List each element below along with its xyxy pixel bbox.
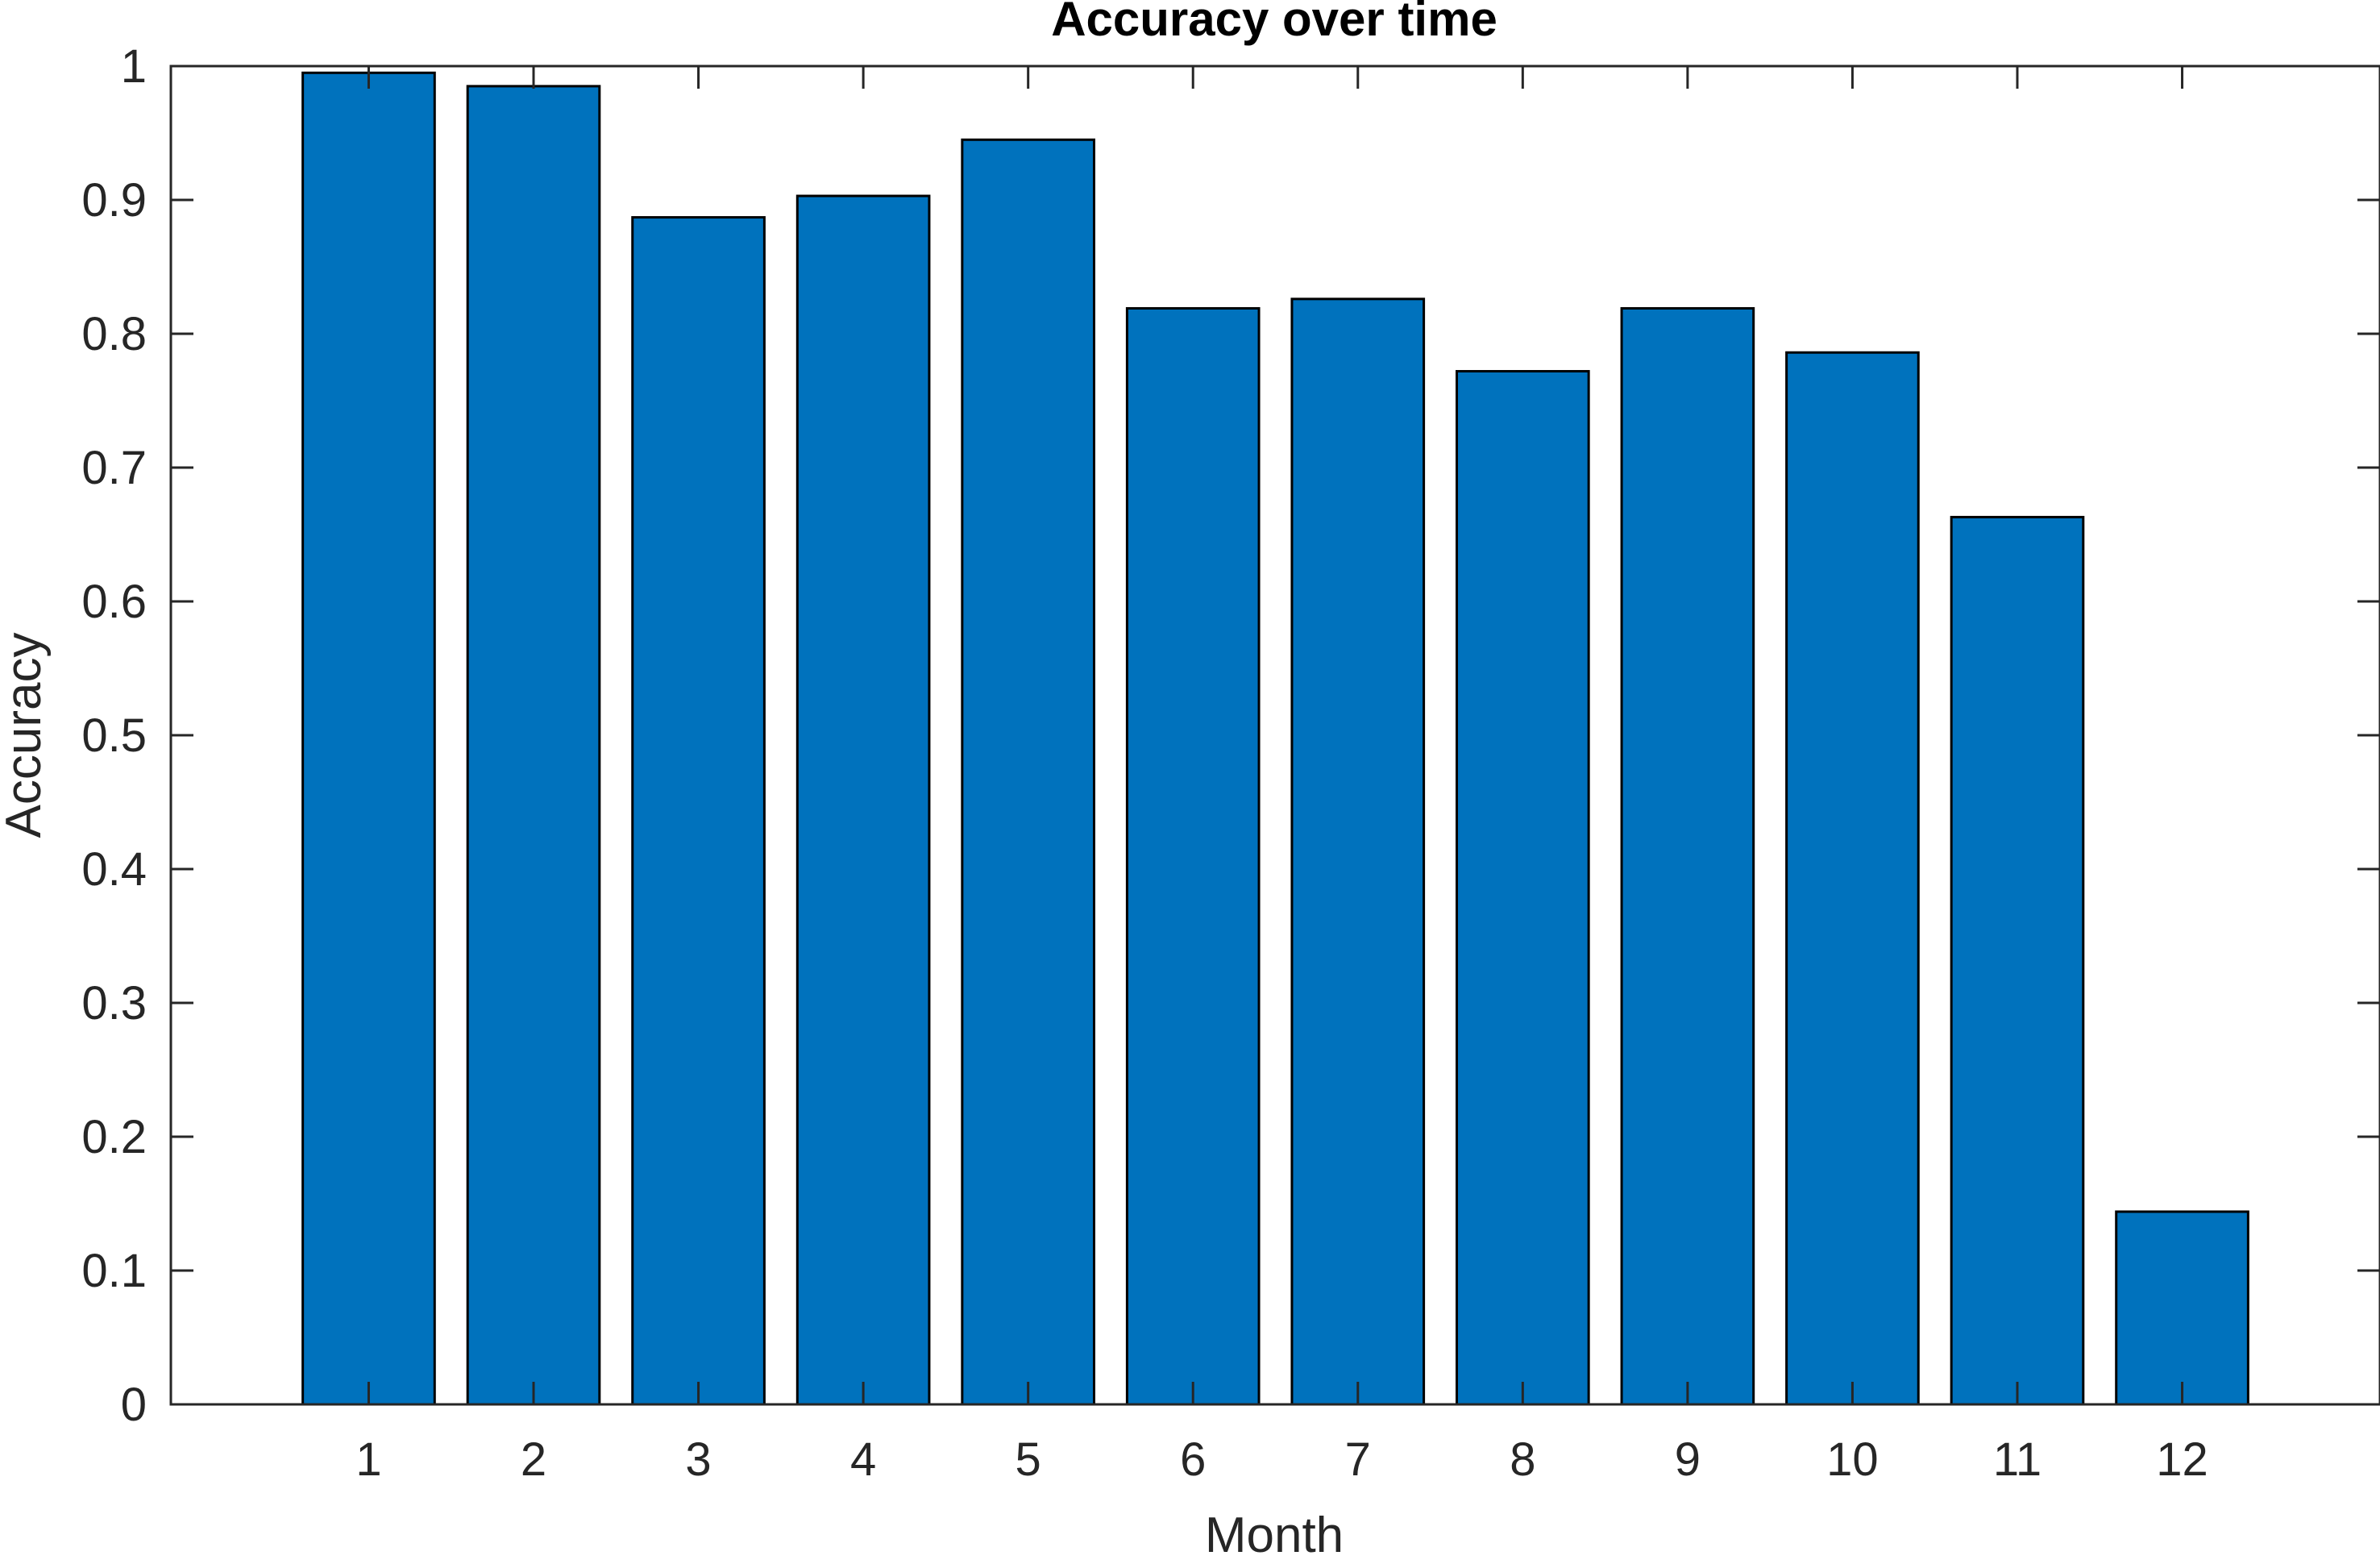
x-tick-label: 2 xyxy=(521,1433,546,1486)
bar-month-1 xyxy=(301,71,436,1406)
x-axis-label: Month xyxy=(1205,1508,1344,1560)
y-tick-label: 0.4 xyxy=(81,843,147,896)
x-tick-label: 9 xyxy=(1675,1433,1701,1486)
x-tick-label: 11 xyxy=(1993,1433,2041,1486)
chart-title: Accuracy over time xyxy=(1051,0,1497,46)
bar-month-3 xyxy=(631,216,766,1406)
x-tick-label: 6 xyxy=(1180,1433,1206,1486)
x-tick-label: 12 xyxy=(2156,1433,2208,1486)
y-tick-label: 0.5 xyxy=(81,709,147,762)
y-tick-label: 0.7 xyxy=(81,442,147,494)
y-tick-label: 0.1 xyxy=(81,1245,147,1297)
bar-month-5 xyxy=(961,138,1095,1406)
x-tick-label: 5 xyxy=(1016,1433,1041,1486)
x-tick-label: 10 xyxy=(1826,1433,1879,1486)
x-tick-labels: 1 2 3 4 5 6 7 8 9 10 11 12 xyxy=(355,1433,2208,1486)
bar-month-2 xyxy=(466,85,601,1406)
bar-month-4 xyxy=(795,194,931,1406)
bar-month-7 xyxy=(1290,297,1426,1406)
y-tick-label: 0.8 xyxy=(81,308,147,360)
y-tick-label: 0.6 xyxy=(81,576,147,628)
x-tick-label: 8 xyxy=(1510,1433,1535,1486)
y-tick-labels: 0 0.1 0.2 0.3 0.4 0.5 0.6 0.7 0.8 0.9 1 xyxy=(81,40,147,1431)
bar-month-6 xyxy=(1125,306,1261,1406)
y-tick-label: 0.3 xyxy=(81,977,147,1029)
bar-month-10 xyxy=(1785,351,1920,1406)
y-tick-label: 1 xyxy=(121,40,147,93)
bars-group xyxy=(301,71,2249,1406)
y-tick-label: 0.2 xyxy=(81,1111,147,1163)
y-axis-label: Accuracy xyxy=(0,633,52,838)
y-tick-label: 0 xyxy=(121,1379,147,1431)
x-tick-label: 3 xyxy=(685,1433,711,1486)
y-tick-label: 0.9 xyxy=(81,174,147,227)
x-tick-label: 7 xyxy=(1345,1433,1371,1486)
bar-month-11 xyxy=(1950,515,2085,1406)
ticks-group xyxy=(171,64,2380,1406)
bar-month-8 xyxy=(1456,369,1590,1406)
x-tick-label: 4 xyxy=(850,1433,876,1486)
x-tick-label: 1 xyxy=(355,1433,381,1486)
bar-month-12 xyxy=(2115,1210,2249,1406)
bar-month-9 xyxy=(1620,306,1755,1406)
